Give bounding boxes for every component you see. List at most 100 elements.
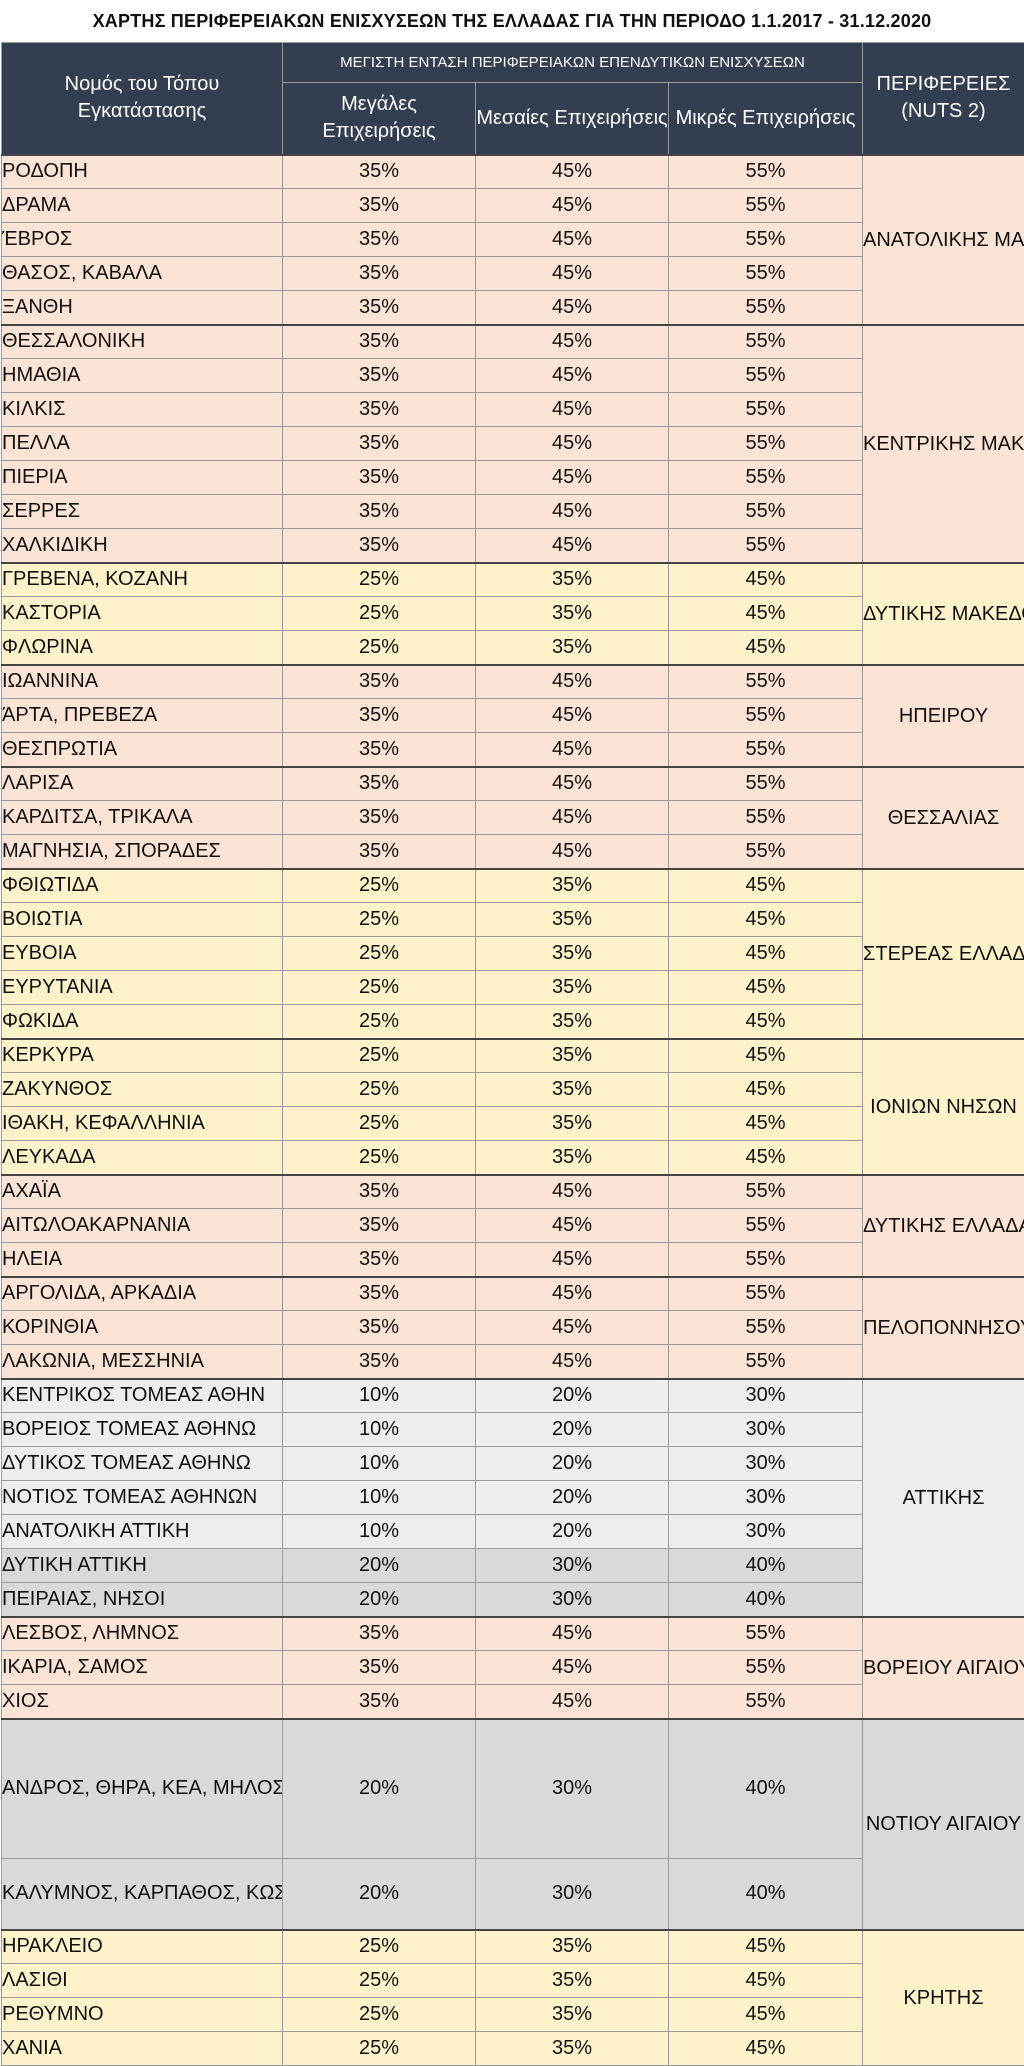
medium-value-cell: 45% bbox=[476, 767, 669, 801]
medium-value-cell: 45% bbox=[476, 155, 669, 189]
small-value-cell: 45% bbox=[669, 1141, 863, 1175]
region-cell: ΝΟΤΙΟΥ ΑΙΓΑΙΟΥ bbox=[863, 1719, 1024, 1930]
small-value-cell: 45% bbox=[669, 2032, 863, 2066]
medium-value-cell: 35% bbox=[476, 1005, 669, 1039]
large-value-cell: 20% bbox=[283, 1859, 476, 1930]
medium-value-cell: 35% bbox=[476, 2032, 669, 2066]
large-value-cell: 25% bbox=[283, 597, 476, 631]
small-value-cell: 55% bbox=[669, 461, 863, 495]
large-value-cell: 35% bbox=[283, 699, 476, 733]
medium-value-cell: 35% bbox=[476, 1039, 669, 1073]
region-cell: ΑΤΤΙΚΗΣ bbox=[863, 1379, 1024, 1617]
medium-value-cell: 30% bbox=[476, 1549, 669, 1583]
small-value-cell: 55% bbox=[669, 733, 863, 767]
large-value-cell: 25% bbox=[283, 903, 476, 937]
nomos-cell: ΓΡΕΒΕΝΑ, ΚΟΖΑΝΗ bbox=[2, 563, 283, 597]
medium-value-cell: 20% bbox=[476, 1379, 669, 1413]
large-value-cell: 35% bbox=[283, 223, 476, 257]
nomos-cell: ΑΡΓΟΛΙΔΑ, ΑΡΚΑΔΙΑ bbox=[2, 1277, 283, 1311]
medium-value-cell: 35% bbox=[476, 903, 669, 937]
nomos-cell: ΝΟΤΙΟΣ ΤΟΜΕΑΣ ΑΘΗΝΩΝ bbox=[2, 1481, 283, 1515]
medium-value-cell: 45% bbox=[476, 393, 669, 427]
small-value-cell: 55% bbox=[669, 1311, 863, 1345]
nomos-cell: ΚΟΡΙΝΘΙΑ bbox=[2, 1311, 283, 1345]
small-value-cell: 55% bbox=[669, 1345, 863, 1379]
small-value-cell: 55% bbox=[669, 1617, 863, 1651]
medium-value-cell: 45% bbox=[476, 1243, 669, 1277]
small-value-cell: 45% bbox=[669, 1005, 863, 1039]
large-value-cell: 10% bbox=[283, 1447, 476, 1481]
nomos-cell: ΡΟΔΟΠΗ bbox=[2, 155, 283, 189]
nomos-cell: ΦΛΩΡΙΝΑ bbox=[2, 631, 283, 665]
medium-value-cell: 45% bbox=[476, 291, 669, 325]
nomos-cell: ΙΚΑΡΙΑ, ΣΑΜΟΣ bbox=[2, 1651, 283, 1685]
medium-value-cell: 45% bbox=[476, 1345, 669, 1379]
large-value-cell: 25% bbox=[283, 1998, 476, 2032]
large-value-cell: 35% bbox=[283, 801, 476, 835]
nomos-cell: ΔΥΤΙΚΟΣ ΤΟΜΕΑΣ ΑΘΗΝΩ bbox=[2, 1447, 283, 1481]
small-value-cell: 45% bbox=[669, 597, 863, 631]
nomos-cell: ΔΥΤΙΚΗ ΑΤΤΙΚΗ bbox=[2, 1549, 283, 1583]
large-value-cell: 35% bbox=[283, 359, 476, 393]
nomos-cell: ΧΙΟΣ bbox=[2, 1685, 283, 1719]
large-value-cell: 35% bbox=[283, 1209, 476, 1243]
small-value-cell: 45% bbox=[669, 1964, 863, 1998]
medium-value-cell: 45% bbox=[476, 699, 669, 733]
small-value-cell: 40% bbox=[669, 1719, 863, 1859]
medium-value-cell: 45% bbox=[476, 1617, 669, 1651]
large-value-cell: 25% bbox=[283, 2032, 476, 2066]
small-value-cell: 55% bbox=[669, 1685, 863, 1719]
nomos-cell: ΛΕΥΚΑΔΑ bbox=[2, 1141, 283, 1175]
region-cell: ΚΡΗΤΗΣ bbox=[863, 1930, 1024, 2066]
medium-value-cell: 35% bbox=[476, 563, 669, 597]
nomos-cell: ΕΥΡΥΤΑΝΙΑ bbox=[2, 971, 283, 1005]
header-large-enterprises: Μεγάλες Επιχειρήσεις bbox=[283, 83, 476, 155]
nomos-cell: ΑΝΔΡΟΣ, ΘΗΡΑ, ΚΕΑ, ΜΗΛΟΣ, ΜΥΚΟΝΟΣ, ΝΑΞΟΣ… bbox=[2, 1719, 283, 1859]
small-value-cell: 55% bbox=[669, 495, 863, 529]
nomos-cell: ΘΕΣΠΡΩΤΙΑ bbox=[2, 733, 283, 767]
medium-value-cell: 35% bbox=[476, 1998, 669, 2032]
large-value-cell: 25% bbox=[283, 563, 476, 597]
large-value-cell: 25% bbox=[283, 1964, 476, 1998]
medium-value-cell: 45% bbox=[476, 495, 669, 529]
small-value-cell: 55% bbox=[669, 1277, 863, 1311]
small-value-cell: 30% bbox=[669, 1515, 863, 1549]
large-value-cell: 25% bbox=[283, 1039, 476, 1073]
large-value-cell: 25% bbox=[283, 971, 476, 1005]
region-cell: ΒΟΡΕΙΟΥ ΑΙΓΑΙΟΥ bbox=[863, 1617, 1024, 1719]
medium-value-cell: 35% bbox=[476, 1964, 669, 1998]
header-max-intensity: ΜΕΓΙΣΤΗ ΕΝΤΑΣΗ ΠΕΡΙΦΕΡΕΙΑΚΩΝ ΕΠΕΝΔΥΤΙΚΩΝ… bbox=[283, 43, 863, 83]
nomos-cell: ΡΕΘΥΜΝΟ bbox=[2, 1998, 283, 2032]
large-value-cell: 35% bbox=[283, 291, 476, 325]
large-value-cell: 35% bbox=[283, 835, 476, 869]
small-value-cell: 45% bbox=[669, 903, 863, 937]
nomos-cell: ΧΑΝΙΑ bbox=[2, 2032, 283, 2066]
region-cell: ΠΕΛΟΠΟΝΝΗΣΟΥ bbox=[863, 1277, 1024, 1379]
medium-value-cell: 45% bbox=[476, 1277, 669, 1311]
small-value-cell: 55% bbox=[669, 291, 863, 325]
header-medium-enterprises: Μεσαίες Επιχειρήσεις bbox=[476, 83, 669, 155]
nomos-cell: ΔΡΑΜΑ bbox=[2, 189, 283, 223]
nomos-cell: ΛΑΣΙΘΙ bbox=[2, 1964, 283, 1998]
large-value-cell: 35% bbox=[283, 733, 476, 767]
large-value-cell: 25% bbox=[283, 1005, 476, 1039]
medium-value-cell: 45% bbox=[476, 223, 669, 257]
small-value-cell: 55% bbox=[669, 529, 863, 563]
large-value-cell: 25% bbox=[283, 869, 476, 903]
medium-value-cell: 45% bbox=[476, 733, 669, 767]
small-value-cell: 45% bbox=[669, 563, 863, 597]
large-value-cell: 35% bbox=[283, 1685, 476, 1719]
small-value-cell: 30% bbox=[669, 1413, 863, 1447]
small-value-cell: 55% bbox=[669, 393, 863, 427]
table-title: ΧΑΡΤΗΣ ΠΕΡΙΦΕΡΕΙΑΚΩΝ ΕΝΙΣΧΥΣΕΩΝ ΤΗΣ ΕΛΛΑ… bbox=[0, 0, 1024, 42]
region-cell: ΑΝΑΤΟΛΙΚΗΣ ΜΑΚΕΔΟΝΙΑΣ ΚΑΙ ΘΡΑΚΗΣ bbox=[863, 155, 1024, 325]
large-value-cell: 35% bbox=[283, 155, 476, 189]
medium-value-cell: 35% bbox=[476, 631, 669, 665]
nomos-cell: ΚΕΝΤΡΙΚΟΣ ΤΟΜΕΑΣ ΑΘΗΝ bbox=[2, 1379, 283, 1413]
large-value-cell: 25% bbox=[283, 1930, 476, 1964]
